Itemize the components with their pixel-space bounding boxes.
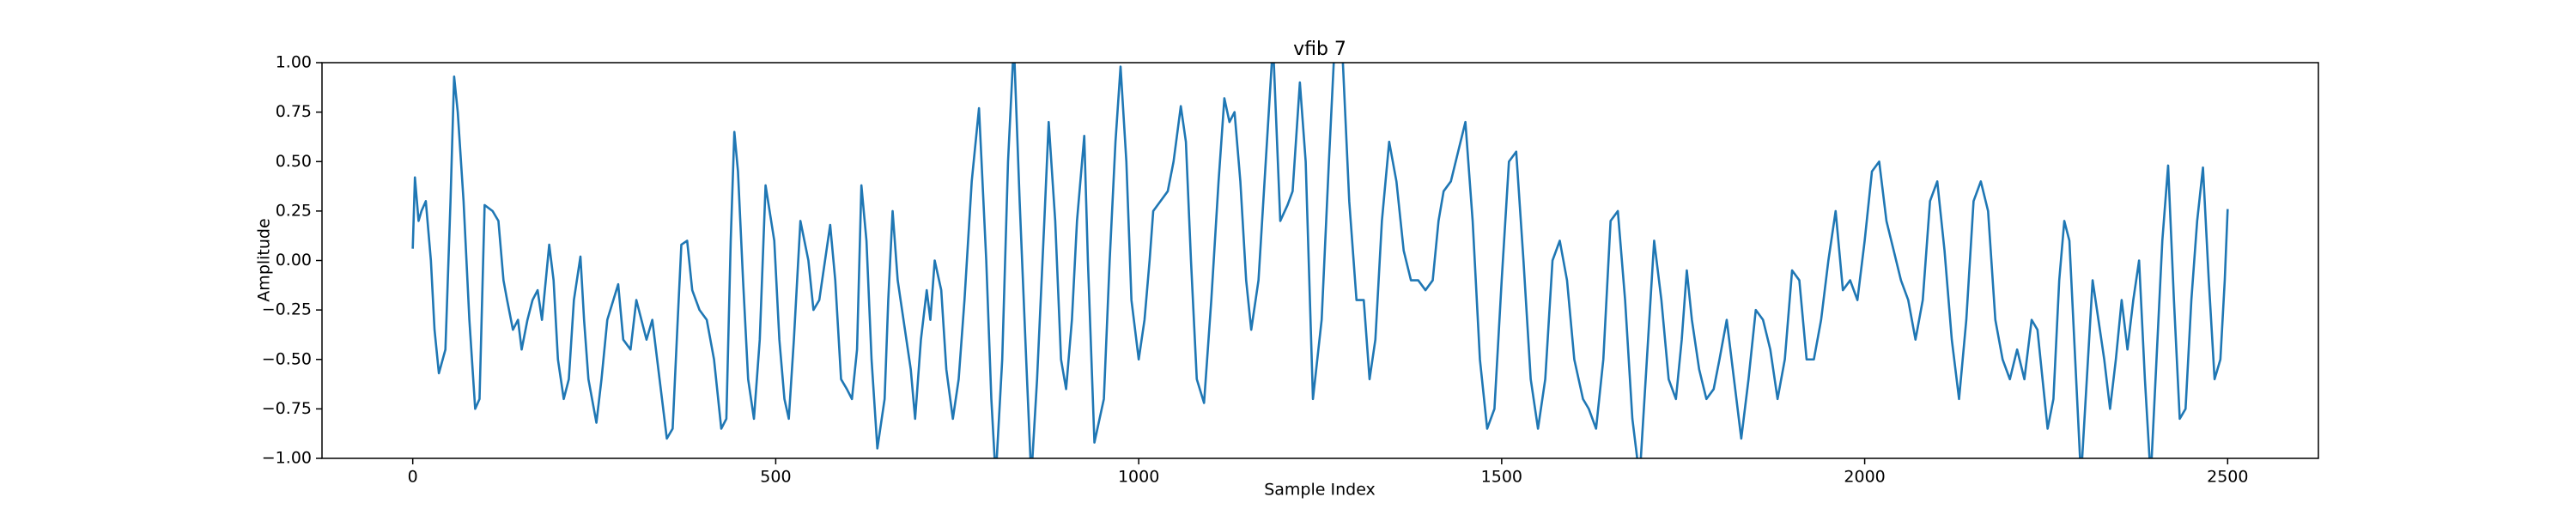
x-tick-label: 2500: [2207, 468, 2248, 487]
x-tick-label: 1500: [1481, 468, 1522, 487]
x-tick-label: 500: [760, 468, 791, 487]
y-tick-label: −0.25: [262, 300, 312, 319]
y-tick-label: 0.25: [276, 201, 312, 220]
y-tick-label: −0.50: [262, 349, 312, 368]
x-tick-label: 0: [408, 468, 418, 487]
x-tick-label: 1000: [1118, 468, 1159, 487]
plot-frame: [321, 62, 2319, 459]
y-tick-label: −1.00: [262, 449, 312, 468]
x-tick-label: 2000: [1844, 468, 1885, 487]
plot-area: [322, 63, 2318, 458]
y-tick-label: −0.75: [262, 399, 312, 418]
y-tick-label: 0.50: [276, 152, 312, 171]
y-axis-label: Amplitude: [255, 218, 274, 301]
data-line: [411, 63, 2229, 458]
x-axis-label: Sample Index: [1264, 481, 1376, 500]
y-tick-label: 1.00: [276, 53, 312, 72]
y-tick-label: 0.00: [276, 251, 312, 270]
chart-title: vfib 7: [1293, 39, 1346, 60]
y-tick-label: 0.75: [276, 102, 312, 121]
